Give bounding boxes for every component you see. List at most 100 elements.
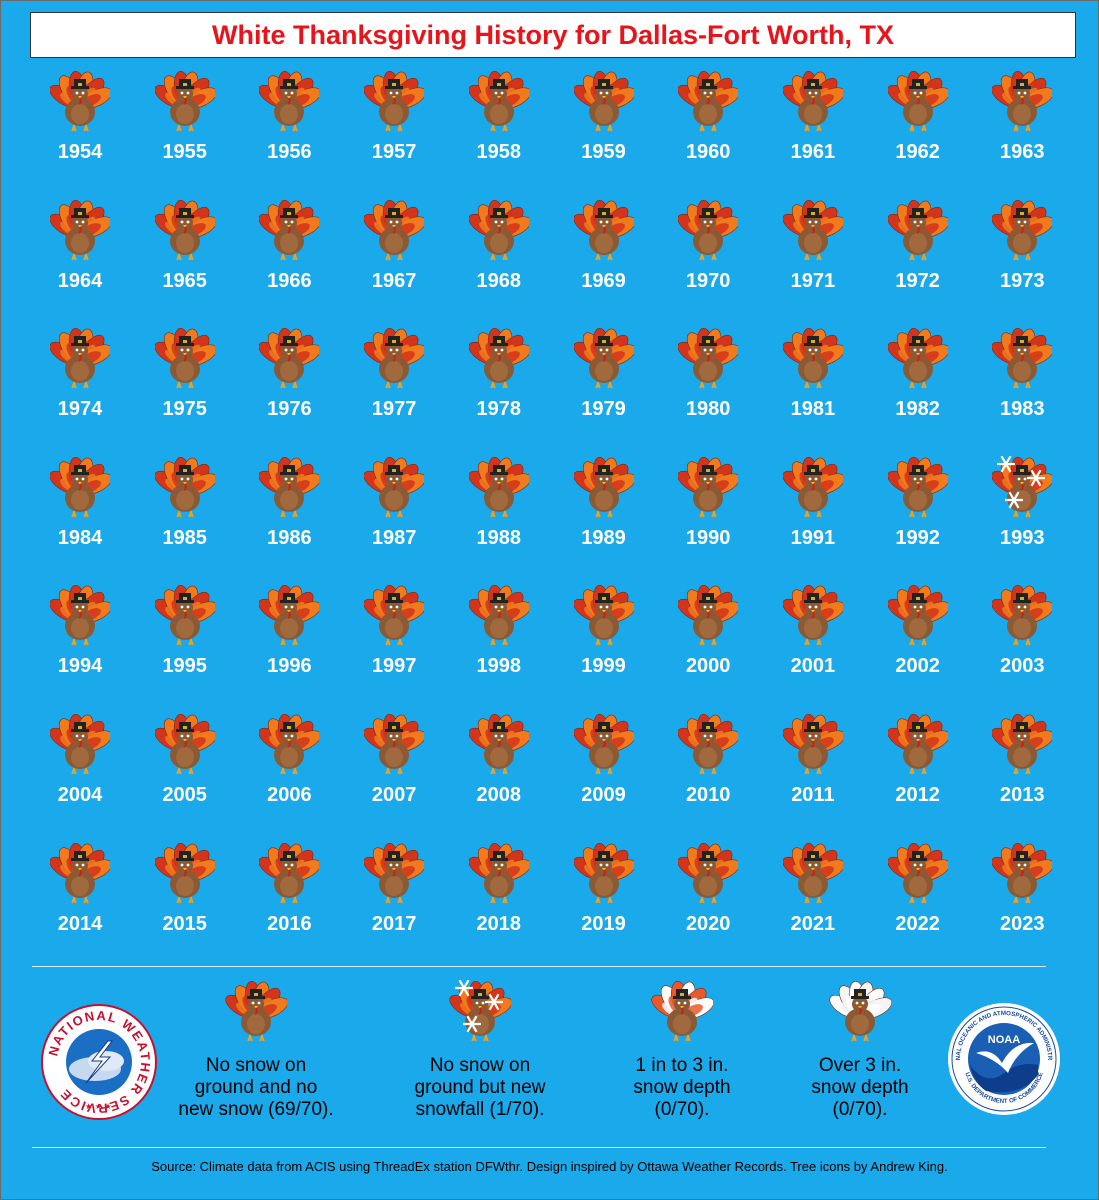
year-label: 1984 bbox=[57, 526, 103, 549]
year-cell: 1988 bbox=[447, 456, 551, 576]
year-cell: 1990 bbox=[656, 456, 760, 576]
turkey-icon bbox=[991, 713, 1055, 782]
legend-label-line: snow depth bbox=[633, 1077, 731, 1098]
turkey-icon bbox=[258, 199, 322, 268]
year-label: 1978 bbox=[476, 398, 522, 421]
year-label: 1990 bbox=[685, 526, 731, 549]
year-label: 1975 bbox=[162, 398, 207, 421]
year-cell: 1972 bbox=[866, 199, 970, 319]
year-label: 1977 bbox=[371, 398, 417, 421]
year-cell: 2007 bbox=[342, 713, 446, 833]
year-cell: 1965 bbox=[133, 199, 237, 319]
year-label: 2008 bbox=[476, 784, 522, 806]
year-label: 1987 bbox=[371, 526, 417, 549]
chart-title: White Thanksgiving History for Dallas-Fo… bbox=[211, 19, 895, 50]
year-cell: 1996 bbox=[237, 584, 341, 704]
turkey-icon bbox=[782, 456, 846, 525]
turkey-icon bbox=[363, 70, 427, 139]
turkey-icon bbox=[258, 327, 322, 396]
turkey-icon bbox=[677, 842, 741, 911]
year-cell: 1985 bbox=[133, 456, 237, 576]
year-cell: 1973 bbox=[970, 199, 1074, 319]
turkey-icon bbox=[154, 70, 217, 139]
divider-top bbox=[32, 966, 1046, 967]
turkey-icon bbox=[572, 842, 636, 911]
year-label: 1957 bbox=[371, 141, 417, 163]
turkey-icon bbox=[154, 713, 217, 782]
year-label: 1956 bbox=[267, 141, 312, 163]
nws-logo: NATIONAL WEATHER SERVICE ★ ★ ★ bbox=[41, 1004, 157, 1120]
year-label: 2001 bbox=[790, 655, 836, 678]
turkey-icon bbox=[887, 70, 950, 139]
year-cell: 1991 bbox=[761, 456, 865, 576]
turkey-icon bbox=[677, 456, 741, 525]
year-label: 1974 bbox=[57, 398, 103, 421]
year-label: 1983 bbox=[1000, 398, 1045, 421]
turkey-icon bbox=[887, 327, 950, 396]
turkey-icon bbox=[154, 456, 217, 525]
legend-item-depth-1-to-3: 1 in to 3 in. snow depth (0/70). bbox=[582, 980, 782, 1121]
turkey-icon bbox=[782, 842, 846, 911]
year-label: 1972 bbox=[895, 269, 940, 292]
turkey-icon bbox=[49, 456, 113, 525]
legend-label-line: No snow on bbox=[429, 1055, 531, 1076]
legend-label: No snow on ground but new snowfall (1/70). bbox=[415, 1055, 546, 1121]
year-label: 1976 bbox=[267, 398, 312, 421]
turkey-icon bbox=[782, 713, 846, 782]
year-cell: 2022 bbox=[866, 842, 970, 962]
turkey-icon bbox=[363, 456, 427, 525]
noaa-wordmark: NOAA bbox=[988, 1034, 1020, 1046]
year-label: 1958 bbox=[476, 141, 522, 163]
year-label: 1966 bbox=[267, 269, 312, 292]
year-cell: 1993 bbox=[970, 455, 1074, 576]
year-label: 1964 bbox=[57, 269, 103, 292]
turkey-snowfall-icon bbox=[449, 979, 513, 1049]
year-cell: 2002 bbox=[866, 584, 970, 704]
year-cell: 2015 bbox=[133, 842, 237, 962]
legend-label-line: ground but new bbox=[414, 1077, 546, 1098]
turkey-icon bbox=[677, 199, 741, 268]
year-cell: 2019 bbox=[552, 842, 656, 962]
year-label: 1967 bbox=[371, 269, 417, 292]
year-cell: 2010 bbox=[656, 713, 760, 833]
year-cell: 1980 bbox=[656, 327, 760, 447]
year-label: 2012 bbox=[895, 784, 940, 806]
legend-label-line: snowfall (1/70). bbox=[415, 1099, 545, 1120]
legend-label-line: (0/70). bbox=[832, 1099, 888, 1120]
turkey-icon bbox=[782, 199, 846, 268]
year-cell: 1959 bbox=[552, 70, 656, 190]
year-cell: 1981 bbox=[761, 327, 865, 447]
year-label: 2009 bbox=[581, 784, 626, 806]
year-label: 1998 bbox=[476, 655, 522, 678]
year-label: 1963 bbox=[1000, 141, 1045, 163]
year-cell: 2020 bbox=[656, 842, 760, 962]
legend-item-new-snowfall: No snow on ground but new snowfall (1/70). bbox=[380, 979, 580, 1121]
year-label: 1991 bbox=[790, 526, 836, 549]
turkey-icon bbox=[887, 584, 950, 653]
turkey-icon bbox=[677, 713, 741, 782]
year-cell: 2004 bbox=[28, 713, 132, 833]
title-box: White Thanksgiving History for Dallas-Fo… bbox=[30, 12, 1076, 58]
year-label: 2023 bbox=[1000, 912, 1045, 935]
legend-item-no-snow: No snow on ground and no new snow (69/70). bbox=[156, 980, 356, 1121]
year-cell: 1958 bbox=[447, 70, 551, 190]
turkey-icon bbox=[572, 456, 636, 525]
year-cell: 2016 bbox=[237, 842, 341, 962]
turkey-icon bbox=[49, 584, 113, 653]
year-label: 1961 bbox=[790, 141, 836, 163]
turkey-icon bbox=[677, 70, 741, 139]
year-label: 1996 bbox=[267, 655, 312, 678]
year-label: 1979 bbox=[581, 398, 626, 421]
year-cell: 1976 bbox=[237, 327, 341, 447]
turkey-icon bbox=[468, 713, 531, 782]
legend-label-line: snow depth bbox=[811, 1077, 909, 1098]
turkey-icon bbox=[49, 327, 113, 396]
year-label: 1962 bbox=[895, 141, 940, 163]
turkey-icon bbox=[49, 70, 113, 139]
turkey-icon bbox=[363, 713, 427, 782]
year-label: 1997 bbox=[371, 655, 417, 678]
year-label: 2007 bbox=[371, 784, 417, 806]
turkey-icon bbox=[887, 713, 950, 782]
legend-label-line: ground and no bbox=[194, 1077, 318, 1098]
year-label: 2022 bbox=[895, 912, 940, 935]
